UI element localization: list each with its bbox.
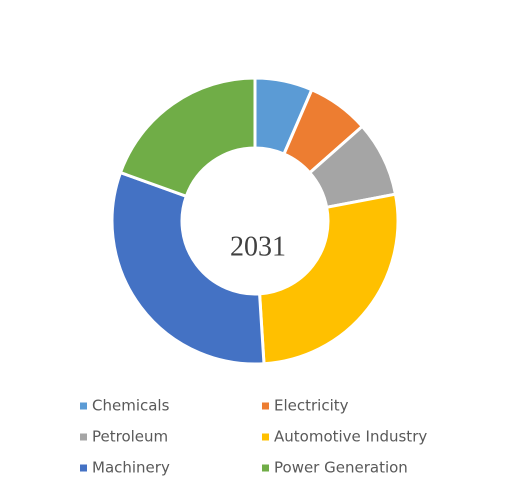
- legend-label: Electricity: [274, 397, 349, 415]
- donut-slice: [110, 170, 266, 366]
- legend-label: Chemicals: [92, 397, 170, 415]
- donut-slice: [118, 76, 257, 199]
- legend-marker: [262, 433, 269, 441]
- legend-label: Automotive Industry: [274, 428, 427, 446]
- legend-label: Petroleum: [92, 428, 168, 446]
- legend-marker: [80, 433, 87, 441]
- legend-marker: [262, 464, 269, 472]
- legend-label: Machinery: [92, 459, 170, 477]
- legend-label: Power Generation: [274, 459, 408, 477]
- center-label: 2031: [230, 231, 286, 262]
- legend-marker: [80, 402, 87, 410]
- legend-marker: [80, 464, 87, 472]
- legend-marker: [262, 402, 269, 410]
- donut-slice: [257, 192, 400, 366]
